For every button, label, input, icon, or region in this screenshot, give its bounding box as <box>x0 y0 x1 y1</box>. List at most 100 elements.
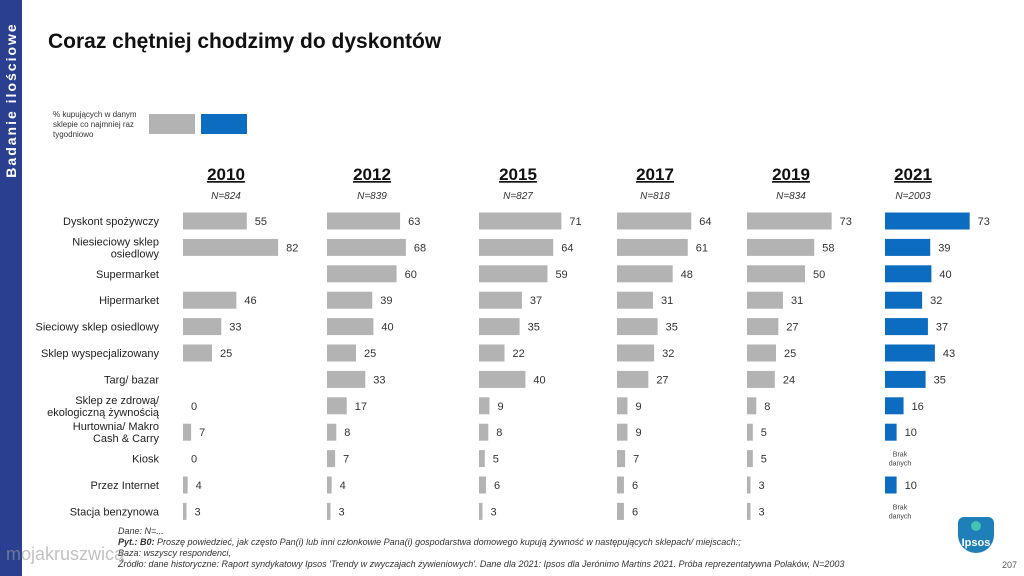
missing-data-label: Brak danych <box>889 504 912 520</box>
category-label: Niesieciowy sklep osiedlowy <box>72 236 159 260</box>
data-label: 7 <box>343 454 349 466</box>
data-label: 10 <box>905 427 917 439</box>
bar <box>617 450 626 468</box>
bar <box>747 502 751 520</box>
category-label: Dyskont spożywczy <box>63 216 159 228</box>
data-label: 32 <box>662 348 674 360</box>
data-label: 35 <box>528 322 540 334</box>
bar <box>327 476 332 494</box>
data-label: 60 <box>405 269 417 281</box>
data-label: 5 <box>761 454 767 466</box>
data-label: 10 <box>905 480 917 492</box>
data-label: 71 <box>569 216 581 228</box>
bar <box>479 370 526 388</box>
data-label: 55 <box>255 216 267 228</box>
data-label: 0 <box>191 454 197 466</box>
data-label: 64 <box>561 242 573 254</box>
data-label: 48 <box>681 269 693 281</box>
bar <box>747 476 751 494</box>
bar <box>747 397 757 415</box>
bar <box>885 397 904 415</box>
footer-line-1: Dane: N=... <box>118 526 164 536</box>
data-label: 3 <box>338 506 344 518</box>
data-label: 5 <box>493 454 499 466</box>
data-label: 25 <box>364 348 376 360</box>
data-label: 16 <box>912 401 924 413</box>
bar <box>885 370 926 388</box>
bar <box>327 423 337 441</box>
bar <box>327 397 347 415</box>
data-label: 37 <box>530 295 542 307</box>
data-label: 31 <box>791 295 803 307</box>
bar <box>183 502 187 520</box>
bar <box>479 344 505 362</box>
data-label: 35 <box>934 374 946 386</box>
data-label: 8 <box>344 427 350 439</box>
bar <box>747 265 805 283</box>
data-label: 82 <box>286 242 298 254</box>
bar <box>183 318 222 336</box>
data-label: 50 <box>813 269 825 281</box>
data-label: 43 <box>943 348 955 360</box>
sample-size: N=839 <box>357 191 387 202</box>
bar <box>327 450 336 468</box>
category-label: Supermarket <box>96 269 159 281</box>
sample-size: N=834 <box>776 191 806 202</box>
page-title: Coraz chętniej chodzimy do dyskontów <box>48 30 442 53</box>
bar <box>183 212 247 230</box>
bar <box>479 397 490 415</box>
bar <box>479 318 520 336</box>
logo-text: Ipsos <box>961 537 991 549</box>
data-label: 9 <box>497 401 503 413</box>
bar <box>617 476 624 494</box>
data-label: 63 <box>408 216 420 228</box>
logo-dot-icon <box>971 521 981 531</box>
data-label: 3 <box>758 480 764 492</box>
bar <box>617 318 658 336</box>
bar <box>885 476 897 494</box>
data-label: 7 <box>633 454 639 466</box>
bar <box>747 423 753 441</box>
bar <box>885 212 970 230</box>
category-label: Targ/ bazar <box>104 374 159 386</box>
data-label: 39 <box>380 295 392 307</box>
data-label: 17 <box>355 401 367 413</box>
year-header: 2021 <box>894 165 932 184</box>
data-label: 3 <box>758 506 764 518</box>
bar <box>617 291 653 309</box>
data-label: 9 <box>635 427 641 439</box>
bar <box>885 265 932 283</box>
data-label: 64 <box>699 216 711 228</box>
data-label: 73 <box>978 216 990 228</box>
sidebar: Badanie ilościowe <box>0 0 22 576</box>
bar <box>885 423 897 441</box>
footer-question-label: Pyt.: B0: <box>118 537 155 547</box>
legend-swatch-grey <box>149 114 195 134</box>
category-label: Hurtownia/ Makro Cash & Carry <box>73 421 160 445</box>
data-label: 0 <box>191 401 197 413</box>
sample-size: N=2003 <box>895 191 931 202</box>
year-header: 2017 <box>636 165 674 184</box>
legend-swatch-blue <box>201 114 247 134</box>
data-label: 3 <box>490 506 496 518</box>
bar <box>479 238 554 256</box>
data-label: 31 <box>661 295 673 307</box>
bar <box>747 212 832 230</box>
year-header: 2012 <box>353 165 391 184</box>
bar <box>747 238 815 256</box>
bar <box>327 502 331 520</box>
data-label: 59 <box>555 269 567 281</box>
bar <box>885 318 928 336</box>
ipsos-logo: Ipsos <box>958 517 994 553</box>
data-label: 39 <box>938 242 950 254</box>
bar <box>327 291 373 309</box>
data-label: 46 <box>244 295 256 307</box>
legend-text: % kupujących w danym sklepie co najmniej… <box>53 110 137 139</box>
year-header: 2010 <box>207 165 245 184</box>
bar <box>747 318 779 336</box>
bar <box>885 291 923 309</box>
data-label: 40 <box>939 269 951 281</box>
bar <box>327 370 366 388</box>
year-header: 2019 <box>772 165 810 184</box>
